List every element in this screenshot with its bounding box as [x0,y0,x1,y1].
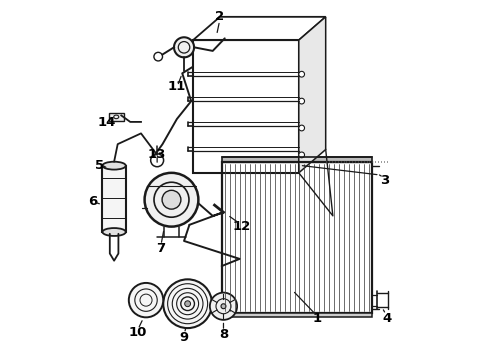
Text: 7: 7 [156,242,165,255]
Text: 8: 8 [219,328,228,341]
Ellipse shape [102,228,126,236]
Circle shape [163,279,212,328]
Circle shape [299,125,304,131]
Text: 11: 11 [168,80,186,93]
Circle shape [221,304,226,309]
Circle shape [129,283,163,318]
Text: 14: 14 [98,116,116,129]
Text: 10: 10 [128,326,147,339]
Circle shape [299,152,304,158]
Text: 6: 6 [88,195,97,208]
Text: 2: 2 [215,10,224,23]
Bar [221,157,372,162]
Bar [193,40,299,173]
Circle shape [162,190,181,209]
Bar [221,162,372,313]
Text: 13: 13 [148,148,166,161]
Text: 4: 4 [382,311,392,325]
Ellipse shape [102,162,126,170]
Circle shape [299,71,304,77]
Circle shape [299,98,304,104]
Text: 5: 5 [95,159,104,172]
Bar [221,313,372,317]
Polygon shape [299,17,326,173]
Text: 9: 9 [179,330,189,343]
Circle shape [174,37,194,57]
Circle shape [210,293,237,320]
Text: 1: 1 [312,311,321,325]
Bar [109,113,124,121]
Bar [102,166,126,232]
Text: 12: 12 [232,220,250,233]
Circle shape [145,173,198,226]
Text: 3: 3 [380,174,390,186]
Circle shape [185,301,191,307]
